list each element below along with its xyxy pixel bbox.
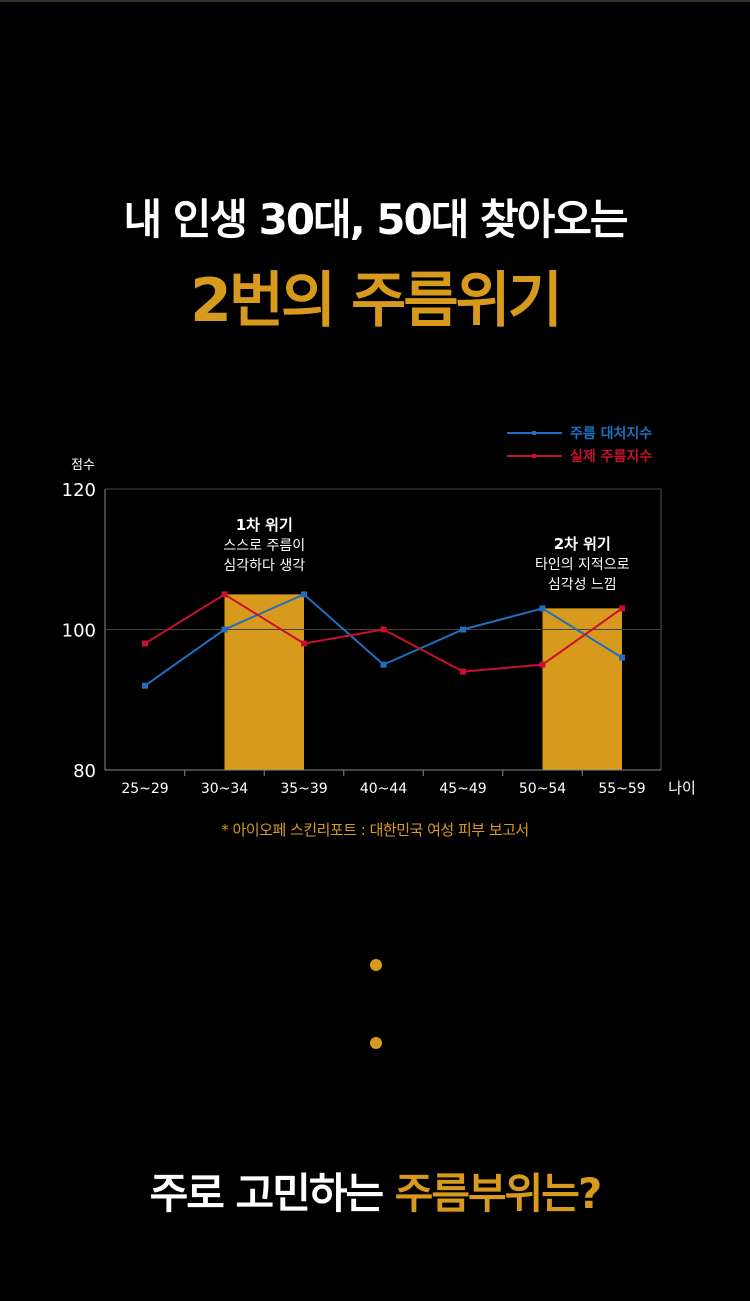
crisis-desc-1-1: 스스로 주름이 (223, 538, 305, 554)
crisis-desc-1-2: 심각하다 생각 (223, 558, 305, 574)
crisis-band-2 (542, 608, 622, 770)
x-tick-label: 45~49 (439, 781, 486, 797)
wrinkle-index-chart: 80 100 120 25~29 30~34 35~39 40~44 45~49 50~54 55… (62, 426, 696, 797)
crisis-band-1 (224, 594, 304, 770)
legend-label-1: 주름 대처지수 (570, 426, 652, 442)
series-2-point (142, 640, 148, 647)
dot-2 (370, 1037, 382, 1049)
headline-accent: 2번의 주름위기 (190, 266, 563, 336)
series-2-point (539, 661, 546, 668)
series-1-point (380, 661, 387, 668)
crisis-desc-2-2: 심각성 느낌 (548, 577, 617, 593)
question-text: 주로 고민하는 (149, 1169, 395, 1218)
series-2-point (460, 668, 466, 675)
dot-1 (370, 959, 382, 971)
series-2-point (221, 591, 228, 598)
y-tick-label: 120 (62, 480, 96, 501)
series-1-point (221, 626, 228, 633)
x-tick-label: 25~29 (121, 781, 168, 797)
crisis-title-1: 1차 위기 (236, 516, 293, 534)
question-heading: 주로 고민하는 주름부위는? (0, 1160, 750, 1221)
series-2-point (301, 640, 307, 647)
series-1-point (460, 626, 466, 633)
headline: 내 인생 30대, 50대 찾아오는 (123, 195, 628, 244)
series-2-point (619, 605, 625, 612)
crisis-title-2: 2차 위기 (554, 535, 611, 553)
source-note: * 아이오페 스킨리포트 : 대한민국 여성 피부 보고서 (221, 821, 529, 839)
y-tick-label: 80 (73, 761, 96, 782)
question-accent: 주름부위는? (394, 1169, 603, 1218)
x-tick-label: 35~39 (280, 781, 327, 797)
series-1-point (539, 605, 546, 612)
x-tick-label: 55~59 (598, 781, 645, 797)
y-axis-label: 점수 (71, 458, 95, 473)
series-2-point (380, 626, 387, 633)
x-tick-label: 40~44 (360, 781, 407, 797)
x-tick-label: 50~54 (519, 781, 566, 797)
x-axis-label: 나이 (668, 779, 696, 797)
legend-label-2: 실제 주름지수 (570, 449, 652, 465)
y-tick-label: 100 (62, 621, 96, 642)
series-1-point (142, 682, 148, 689)
series-1-point (301, 591, 307, 598)
top-divider (0, 0, 750, 2)
x-tick-label: 30~34 (201, 781, 248, 797)
series-1-point (619, 654, 625, 661)
legend-marker-2 (532, 454, 536, 458)
crisis-desc-2-1: 타인의 지적으로 (535, 557, 630, 573)
legend-marker-1 (532, 431, 536, 435)
